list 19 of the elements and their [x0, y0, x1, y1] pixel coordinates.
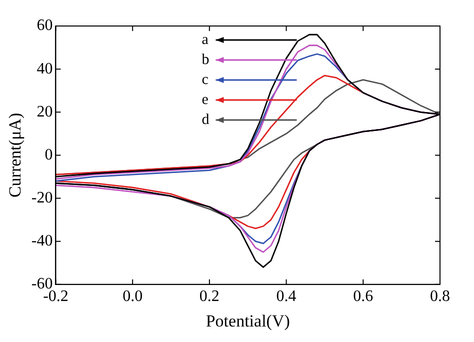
- x-axis-title: Potential(V): [206, 311, 290, 330]
- x-tick-label: 0.0: [122, 288, 143, 306]
- legend-label: d: [202, 112, 210, 128]
- x-tick-label: 0.6: [353, 288, 374, 306]
- x-tick-label: -0.2: [43, 288, 68, 306]
- legend-label: e: [202, 92, 209, 108]
- y-tick-label: 20: [36, 103, 53, 120]
- legend-label: a: [202, 32, 209, 48]
- y-axis-title: Current(μA): [6, 112, 25, 198]
- y-tick-label: 40: [36, 60, 53, 78]
- y-tick-label: -40: [31, 232, 53, 250]
- y-tick-label: 60: [36, 17, 53, 34]
- x-tick-label: 0.4: [276, 288, 296, 306]
- x-tick-label: 0.2: [199, 288, 220, 306]
- y-tick-label: -20: [31, 189, 53, 206]
- legend-label: c: [202, 72, 209, 88]
- y-tick-label: 0: [44, 146, 53, 164]
- legend-label: b: [202, 52, 210, 68]
- x-tick-label: 0.8: [430, 288, 450, 306]
